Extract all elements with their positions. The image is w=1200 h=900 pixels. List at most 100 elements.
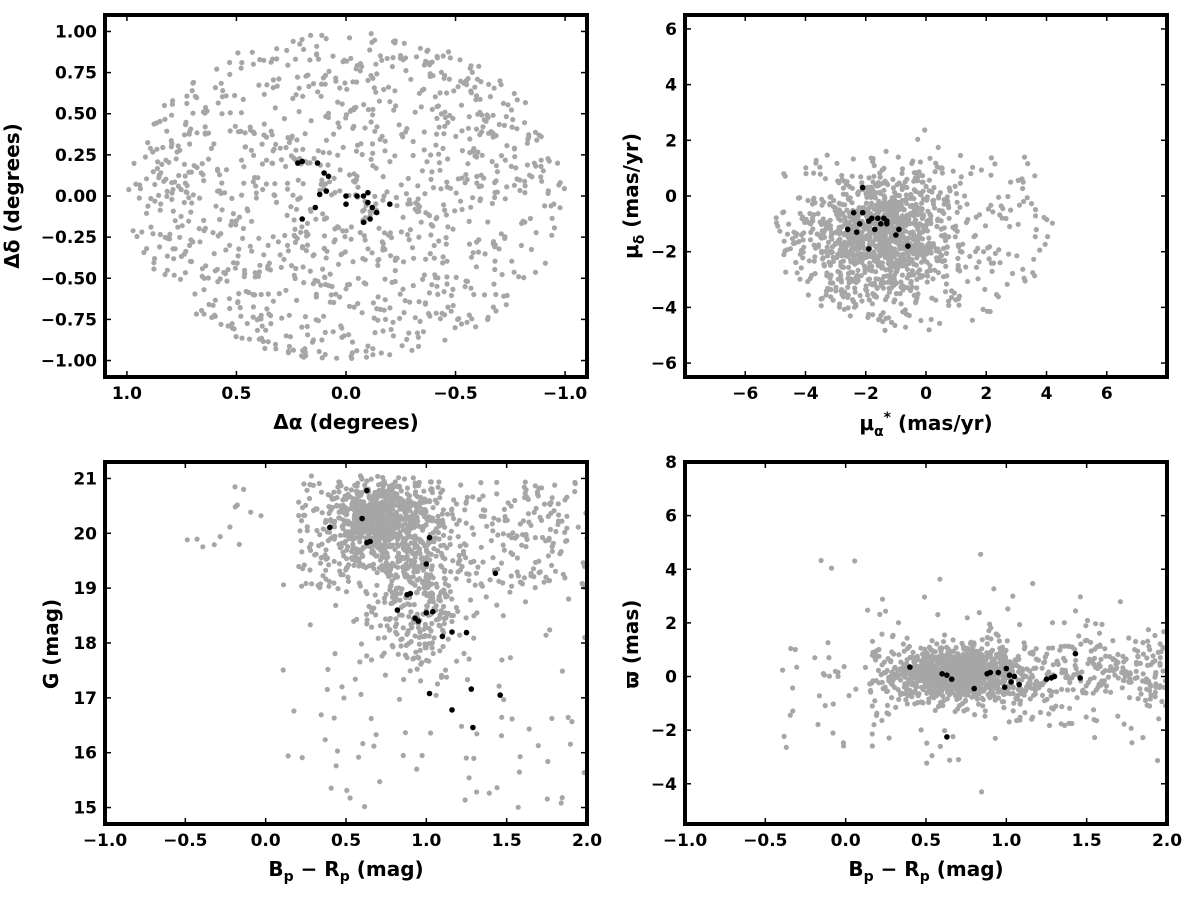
field-point <box>405 201 411 207</box>
field-point <box>175 143 181 149</box>
field-point <box>465 161 471 167</box>
field-point <box>861 263 868 269</box>
field-point <box>907 203 914 209</box>
field-point <box>553 528 559 535</box>
field-point <box>530 566 537 572</box>
field-point <box>985 206 992 212</box>
field-point <box>941 225 947 231</box>
field-point <box>419 168 425 174</box>
field-point <box>863 200 870 206</box>
field-point <box>429 620 435 627</box>
field-point <box>879 717 885 724</box>
field-point <box>535 743 541 749</box>
field-point <box>147 145 153 151</box>
field-point <box>939 165 945 171</box>
field-point <box>1121 721 1127 727</box>
field-point <box>378 548 384 554</box>
field-point <box>273 141 279 147</box>
field-point <box>481 292 488 298</box>
field-point <box>1046 669 1052 675</box>
field-point <box>1032 173 1038 179</box>
field-point <box>343 589 350 595</box>
field-point <box>420 276 426 282</box>
field-point <box>205 130 212 136</box>
field-point <box>946 185 952 191</box>
field-point <box>314 527 320 534</box>
field-point <box>397 315 403 321</box>
field-point <box>551 225 558 231</box>
field-point <box>412 109 418 115</box>
field-point <box>320 573 326 579</box>
field-point <box>284 47 290 54</box>
field-point <box>364 591 370 597</box>
field-point <box>304 220 311 226</box>
field-point <box>411 602 417 608</box>
field-point <box>385 505 391 511</box>
field-point <box>382 148 388 154</box>
field-point <box>431 546 437 552</box>
field-point <box>154 165 160 172</box>
field-point <box>420 329 426 335</box>
field-point <box>1008 179 1014 185</box>
field-point <box>471 291 477 298</box>
field-point <box>434 283 440 289</box>
field-point <box>897 237 903 243</box>
field-point <box>304 323 310 330</box>
field-point <box>542 203 548 209</box>
field-point <box>435 103 441 109</box>
field-point <box>883 267 889 273</box>
field-point <box>178 186 184 193</box>
field-point <box>489 521 495 527</box>
field-point <box>439 310 445 316</box>
field-point <box>468 90 474 96</box>
field-point <box>321 233 328 239</box>
field-point <box>446 583 452 589</box>
field-point <box>532 269 539 275</box>
member-point <box>449 707 455 713</box>
field-point <box>253 190 259 196</box>
field-point <box>399 131 405 138</box>
field-point <box>870 179 876 185</box>
field-point <box>348 224 354 230</box>
field-point <box>515 573 522 579</box>
field-point <box>424 603 430 609</box>
field-point <box>430 73 436 79</box>
field-stars <box>780 551 1167 795</box>
field-point <box>493 163 499 169</box>
field-point <box>387 305 393 311</box>
field-point <box>447 112 453 119</box>
field-point <box>224 278 230 284</box>
field-point <box>300 566 306 572</box>
field-point <box>401 676 407 683</box>
field-point <box>468 204 474 210</box>
field-point <box>891 200 897 206</box>
field-point <box>402 730 408 736</box>
field-point <box>202 124 208 130</box>
field-point <box>965 278 971 285</box>
field-point <box>1112 672 1118 678</box>
field-point <box>955 262 961 268</box>
field-point <box>528 246 535 253</box>
field-point <box>564 525 570 531</box>
field-point <box>336 124 342 130</box>
field-point <box>400 286 406 292</box>
field-point <box>893 269 899 275</box>
field-point <box>421 508 427 514</box>
member-point <box>323 188 330 194</box>
field-point <box>233 334 239 340</box>
field-point <box>262 345 268 351</box>
field-point <box>351 562 357 569</box>
field-point <box>811 242 817 248</box>
field-point <box>889 218 895 224</box>
field-point <box>404 565 410 572</box>
field-point <box>302 314 308 320</box>
field-point <box>555 160 561 166</box>
field-point <box>335 152 341 158</box>
field-point <box>273 346 279 352</box>
field-point <box>945 202 951 208</box>
field-point <box>354 63 360 69</box>
field-point <box>545 156 551 162</box>
field-point <box>270 160 276 166</box>
field-point <box>326 179 333 185</box>
field-point <box>369 624 375 630</box>
